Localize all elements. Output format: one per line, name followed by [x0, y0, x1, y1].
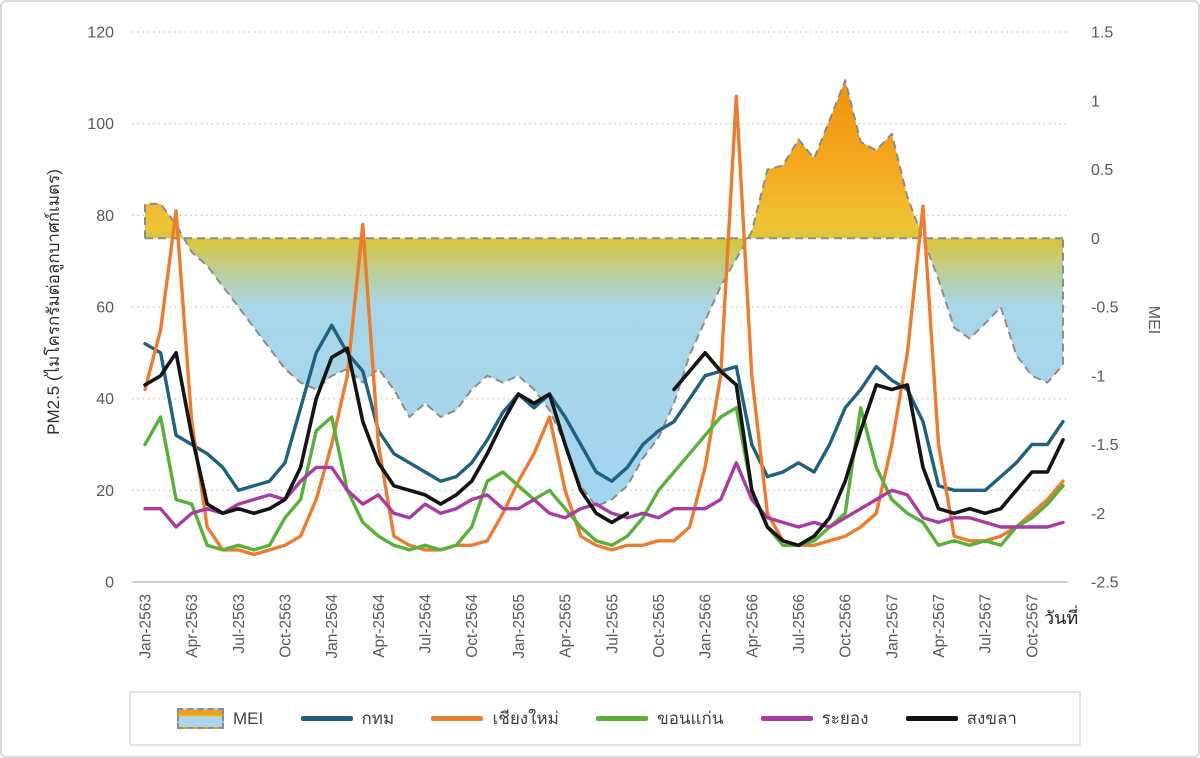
y-right-axis-title: MEI [1145, 306, 1162, 334]
legend-item-mei: MEI [177, 708, 263, 729]
x-tick-label: Apr-2563 [184, 594, 201, 658]
legend-line-swatch [431, 716, 484, 721]
y-right-tick-label: -2 [1091, 506, 1105, 523]
x-tick-label: Jul-2567 [978, 594, 995, 653]
legend-item-khonkaen: ขอนแก่น [596, 705, 723, 732]
y-right-tick-label: -0.5 [1091, 300, 1119, 317]
series-khonkaen-line [143, 406, 1065, 552]
legend-line-swatch [596, 716, 649, 721]
axis-tick-labels: 0 20 40 60 80 100 120 1.5 1 0.5 0 -0.5 -1 -1.5 -2 -2.5 J… [87, 25, 1118, 659]
legend-mei-area-swatch [177, 708, 224, 729]
y-right-tick-label: 1.5 [1091, 25, 1113, 42]
x-tick-label: Oct-2567 [1024, 594, 1041, 658]
y-right-tick-label: -2.5 [1091, 575, 1119, 592]
y-right-tick-label: 1 [1091, 93, 1100, 110]
y-left-tick-label: 20 [96, 483, 114, 500]
x-tick-label: Apr-2565 [558, 594, 575, 658]
x-tick-label: Jan-2564 [324, 594, 341, 659]
x-axis-title: วันที่ [1044, 605, 1078, 628]
y-right-tick-label: -1.5 [1091, 437, 1119, 454]
series-lines [143, 94, 1065, 557]
legend-line-swatch [300, 716, 353, 721]
legend-label: MEI [233, 708, 264, 728]
x-tick-label: Jan-2565 [511, 594, 528, 659]
y-right-tick-label: 0.5 [1091, 162, 1113, 179]
legend-line-swatch [760, 716, 813, 721]
x-tick-label: Apr-2564 [371, 594, 388, 658]
y-right-tick-label: 0 [1091, 231, 1100, 248]
legend-label: กทม [361, 709, 395, 728]
legend-label: สงขลา [966, 709, 1017, 728]
y-left-tick-label: 80 [96, 208, 114, 225]
x-tick-label: Jul-2565 [604, 594, 621, 653]
y-left-axis-title: PM2.5 (ไมโครกรัมต่อลูกบาศก์เมตร) [43, 169, 64, 435]
y-left-tick-label: 40 [96, 391, 114, 408]
series-songkhla-line [672, 350, 1065, 548]
x-tick-label: Apr-2566 [744, 594, 761, 658]
legend-label: ระยอง [821, 709, 869, 728]
x-tick-label: Jan-2566 [698, 594, 715, 659]
mei-area-fill [145, 80, 1063, 507]
legend-item-rayong: ระยอง [760, 705, 869, 732]
legend-label: เชียงใหม่ [492, 709, 559, 728]
x-tick-label: Jul-2563 [231, 594, 248, 653]
legend-item-songkhla: สงขลา [905, 705, 1017, 732]
x-tick-label: Jan-2567 [884, 594, 901, 659]
y-left-tick-label: 0 [105, 575, 114, 592]
series-chiangmai-line [143, 94, 1065, 557]
x-tick-label: Oct-2566 [838, 594, 855, 658]
x-tick-label: Oct-2564 [464, 594, 481, 658]
x-tick-label: Jan-2563 [138, 594, 155, 659]
legend-item-chiangmai: เชียงใหม่ [431, 705, 559, 732]
x-tick-label: Apr-2567 [931, 594, 948, 658]
series-songkhla-line [143, 346, 630, 525]
mei-area [144, 79, 1064, 508]
y-right-tick-label: -1 [1091, 368, 1105, 385]
legend-line-swatch [905, 716, 958, 721]
legend-label: ขอนแก่น [657, 709, 724, 728]
x-tick-label: Oct-2563 [278, 594, 295, 658]
series-rayong-line [143, 461, 1065, 529]
y-left-tick-label: 100 [87, 116, 114, 133]
chart-legend: MEI กทม เชียงใหม่ ขอนแก่น ระยอง สงขลา [129, 691, 1081, 746]
x-tick-label: Oct-2565 [651, 594, 668, 658]
y-left-tick-label: 60 [96, 300, 114, 317]
y-left-tick-label: 120 [87, 25, 114, 42]
x-tick-label: Jul-2566 [791, 594, 808, 653]
x-tick-label: Jul-2564 [418, 594, 435, 654]
legend-item-bangkok: กทม [300, 705, 395, 732]
